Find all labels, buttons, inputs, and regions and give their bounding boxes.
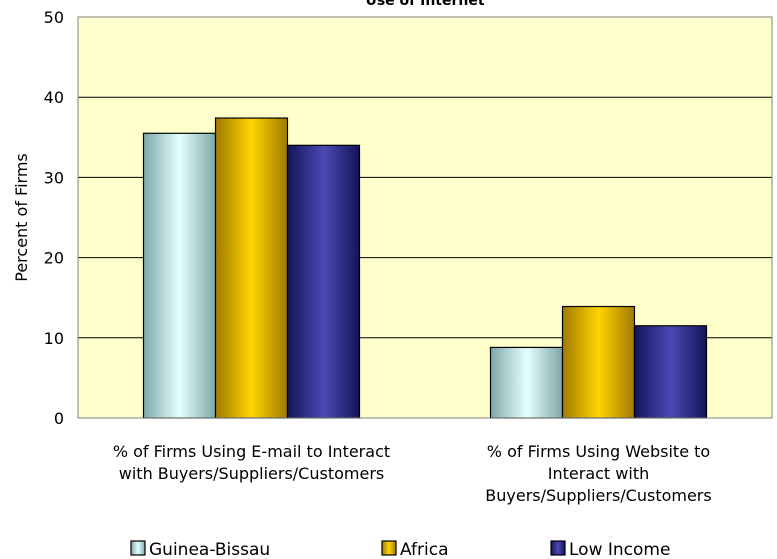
legend: Guinea-Bissau Africa Low Income — [130, 540, 670, 559]
y-tick-label: 50 — [44, 8, 64, 27]
bar-africa — [561, 305, 636, 419]
y-tick-label: 30 — [44, 168, 64, 187]
y-tick-label: 0 — [54, 409, 64, 428]
bar-guinea-bissau — [142, 132, 217, 419]
y-tick-label: 10 — [44, 329, 64, 348]
legend-swatch — [130, 540, 146, 556]
chart-title: Use of Internet — [365, 0, 484, 9]
legend-swatch — [550, 540, 566, 556]
legend-swatch — [381, 540, 397, 556]
legend-label: Low Income — [569, 540, 670, 559]
plot-frame — [77, 16, 773, 419]
legend-label: Africa — [400, 540, 449, 559]
bar-low-income — [286, 144, 361, 419]
x-category-label: % of Firms Using Website to Interact with… — [485, 442, 711, 505]
bar-africa — [214, 117, 289, 419]
bar-guinea-bissau — [489, 346, 564, 419]
y-axis-label: Percent of Firms — [12, 153, 31, 282]
legend-label: Guinea-Bissau — [149, 540, 270, 559]
x-category-label: % of Firms Using E-mail to Interact with … — [113, 442, 390, 483]
bar-low-income — [633, 325, 708, 419]
y-tick-label: 20 — [44, 249, 64, 268]
y-tick-label: 40 — [44, 88, 64, 107]
